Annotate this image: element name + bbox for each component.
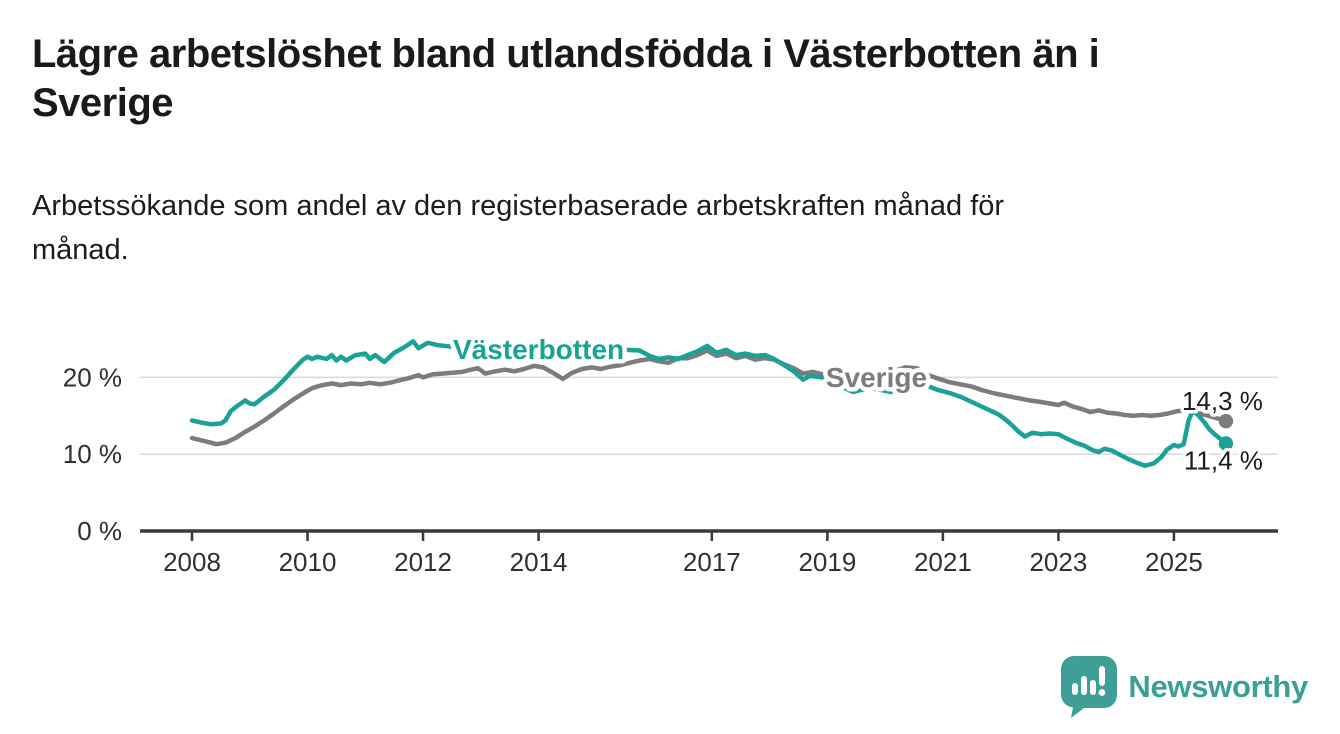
newsworthy-logo-text: Newsworthy xyxy=(1128,669,1308,704)
end-dot-sverige xyxy=(1218,413,1234,429)
series-line-sverige xyxy=(189,348,1229,447)
page-title: Lägre arbetslöshet bland utlandsfödda i … xyxy=(32,30,1252,128)
x-axis-label: 2014 xyxy=(510,547,568,577)
y-axis-label: 10 % xyxy=(63,439,122,469)
series-label-sverige: Sverige xyxy=(826,362,927,393)
end-value-label-västerbotten: 11,4 % xyxy=(1184,445,1263,475)
x-axis-label: 2012 xyxy=(394,547,452,577)
x-axis-label: 2008 xyxy=(163,547,221,577)
newsworthy-logo: Newsworthy xyxy=(1061,656,1308,718)
series-label-västerbotten: Västerbotten xyxy=(453,334,624,365)
end-value-label-sverige: 14,3 % xyxy=(1182,386,1263,416)
page-title-line1: Lägre arbetslöshet bland utlandsfödda i … xyxy=(32,32,1100,76)
x-axis-label: 2017 xyxy=(683,547,741,577)
y-axis-label: 20 % xyxy=(63,362,122,392)
series-line-västerbotten xyxy=(189,339,1229,468)
page-title-line2: Sverige xyxy=(32,81,174,125)
x-axis-label: 2021 xyxy=(914,547,972,577)
x-axis-label: 2019 xyxy=(798,547,856,577)
x-axis-label: 2025 xyxy=(1145,547,1203,577)
end-dot-västerbotten xyxy=(1218,436,1234,451)
chart-subtitle: Arbetssökande som andel av den registerb… xyxy=(32,184,1252,272)
chart-subtitle-line1: Arbetssökande som andel av den registerb… xyxy=(32,190,1005,222)
speech-bubble-bar-chart-icon xyxy=(1061,656,1118,718)
x-axis-label: 2023 xyxy=(1029,547,1087,577)
x-axis-label: 2010 xyxy=(279,547,337,577)
y-axis-label: 0 % xyxy=(77,516,122,546)
chart-subtitle-line2: månad. xyxy=(32,234,129,266)
